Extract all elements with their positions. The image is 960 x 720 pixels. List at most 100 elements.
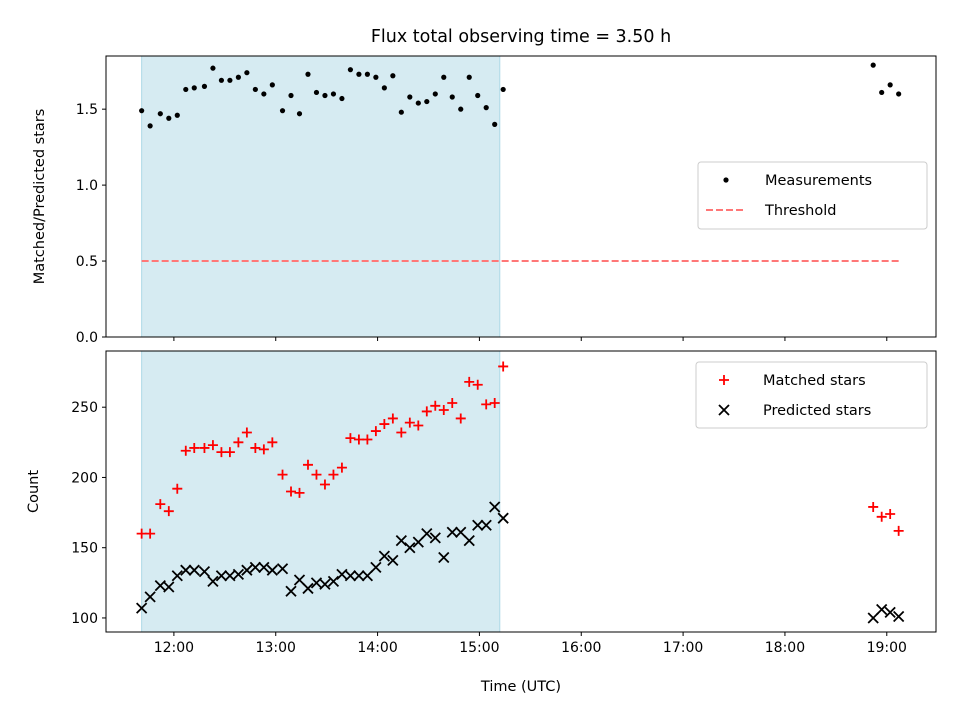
- measurement-point: [475, 92, 481, 99]
- chart-title: Flux total observing time = 3.50 h: [371, 27, 671, 47]
- matched-star-point: [224, 447, 235, 458]
- measurement-point: [147, 123, 153, 129]
- top-y-tick-label: 0.0: [76, 330, 98, 346]
- predicted-star-point: [370, 561, 382, 574]
- bottom-y-tick-label: 150: [71, 541, 98, 557]
- matched-star-point: [189, 442, 200, 453]
- predicted-star-point: [378, 550, 391, 562]
- predicted-star-point: [497, 512, 509, 524]
- measurement-point: [339, 95, 345, 102]
- bottom-y-tick-label: 250: [71, 400, 98, 416]
- measurement-point: [896, 91, 902, 97]
- predicted-star-point: [412, 536, 424, 548]
- legend-label: Measurements: [765, 173, 872, 189]
- measurement-point: [244, 70, 250, 76]
- predicted-star-point: [884, 606, 896, 618]
- matched-star-point: [163, 506, 174, 517]
- measurement-point: [424, 98, 430, 105]
- measurement-point: [157, 111, 163, 117]
- matched-star-point: [336, 462, 347, 473]
- matched-star-point: [379, 419, 390, 430]
- measurement-point: [174, 112, 180, 118]
- matched-star-point: [421, 406, 432, 417]
- predicted-star-point: [207, 575, 219, 588]
- x-tick-label: 15:00: [459, 640, 499, 656]
- top-y-tick-label: 0.5: [76, 254, 98, 270]
- measurement-point: [483, 105, 489, 111]
- bottom-series-matched-stars: [136, 361, 904, 539]
- measurement-point: [279, 108, 286, 114]
- matched-star-point: [258, 444, 269, 455]
- measurement-point: [887, 82, 893, 88]
- predicted-star-point: [266, 564, 278, 576]
- measurement-point: [356, 71, 362, 77]
- matched-star-point: [233, 437, 244, 448]
- matched-star-point: [362, 434, 373, 445]
- measurement-point: [296, 111, 303, 117]
- matched-star-point: [267, 437, 278, 448]
- legend-measurement-marker: [723, 177, 729, 183]
- predicted-star-point: [232, 568, 245, 581]
- matched-star-point: [430, 400, 441, 411]
- measurement-point: [879, 89, 885, 96]
- matched-star-point: [207, 440, 218, 451]
- predicted-star-point: [446, 526, 458, 538]
- bottom-y-axis-label: Count: [26, 470, 42, 513]
- measurement-point: [218, 77, 225, 83]
- matched-star-point: [438, 405, 449, 416]
- bottom-shaded-region: [141, 350, 501, 633]
- measurement-point: [870, 62, 876, 68]
- top-axes-frame: [105, 55, 937, 338]
- legend-box: [695, 361, 928, 429]
- matched-star-point: [353, 434, 364, 445]
- predicted-star-point: [353, 570, 365, 582]
- measurement-point: [269, 82, 275, 88]
- predicted-star-point: [276, 563, 289, 575]
- matched-star-point: [250, 442, 261, 453]
- measurement-point: [210, 65, 216, 71]
- measurement-point: [227, 77, 233, 83]
- bottom-y-tick-label: 100: [71, 611, 98, 627]
- predicted-star-point: [489, 501, 501, 513]
- matched-star-point: [302, 459, 313, 470]
- measurement-point: [441, 74, 447, 80]
- measurement-point: [313, 89, 320, 96]
- measurement-point: [407, 94, 413, 100]
- legend-label: Predicted stars: [763, 403, 871, 419]
- predicted-star-point: [876, 603, 888, 616]
- bottom-axes-frame: [105, 350, 937, 633]
- matched-star-point: [155, 499, 166, 510]
- predicted-star-point: [293, 574, 306, 586]
- top-shaded-region: [141, 55, 501, 338]
- matched-star-point: [396, 427, 407, 438]
- predicted-star-point: [249, 561, 262, 574]
- matched-star-point: [294, 487, 305, 498]
- predicted-star-point: [387, 554, 399, 566]
- matched-star-point: [464, 376, 475, 387]
- predicted-star-point: [241, 564, 253, 576]
- matched-star-point: [472, 379, 483, 390]
- predicted-star-point: [361, 570, 374, 582]
- matched-star-point: [447, 397, 458, 408]
- measurement-point: [183, 86, 189, 93]
- matched-star-point: [311, 469, 322, 480]
- measurement-point: [500, 86, 506, 93]
- x-tick-label: 17:00: [663, 640, 703, 656]
- matched-star-point: [277, 469, 288, 480]
- legend-box: [697, 161, 928, 230]
- predicted-star-point: [136, 602, 148, 614]
- predicted-star-point: [258, 561, 270, 574]
- predicted-star-point: [893, 610, 905, 623]
- x-tick-label: 14:00: [357, 640, 397, 656]
- bottom-legend: Matched stars Predicted stars: [695, 361, 928, 429]
- predicted-star-point: [215, 570, 228, 582]
- x-tick-label: 16:00: [561, 640, 601, 656]
- measurement-point: [139, 108, 145, 114]
- legend-label: Matched stars: [763, 373, 866, 389]
- matched-star-point: [481, 399, 492, 410]
- x-tick-label: 12:00: [154, 640, 194, 656]
- predicted-star-point: [285, 585, 297, 597]
- measurement-point: [398, 109, 404, 115]
- measurement-point: [364, 71, 370, 77]
- predicted-star-point: [180, 564, 192, 576]
